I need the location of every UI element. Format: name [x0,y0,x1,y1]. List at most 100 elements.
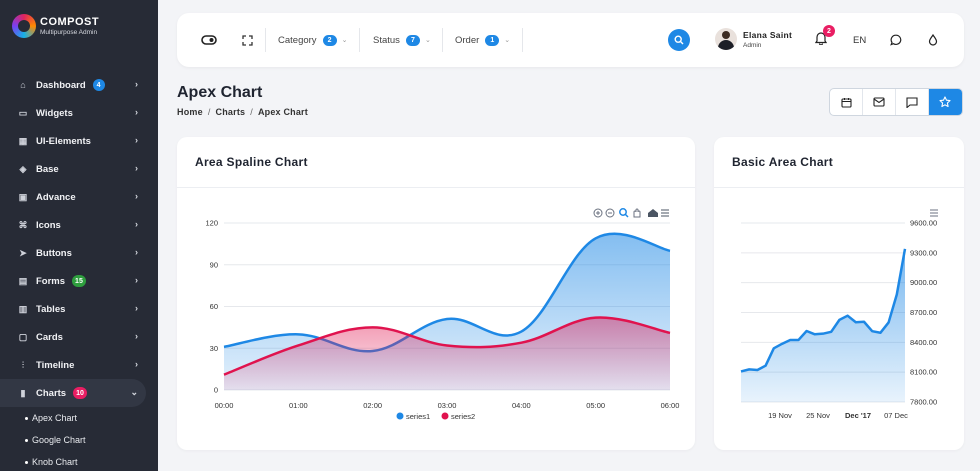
sidebar-item-buttons[interactable]: ➤ Buttons › [0,239,158,267]
x-tick-label: 02:00 [363,401,382,410]
sidebar-item-label: Dashboard [36,79,86,91]
user-name: Elana Saint [743,29,793,40]
x-tick-label: 06:00 [661,401,680,410]
x-tick-label: 03:00 [438,401,457,410]
fullscreen-icon[interactable] [239,13,255,67]
chevron-right-icon: › [135,247,138,257]
y-tick-label: 9000.00 [910,278,937,287]
sidebar-badge: 15 [72,275,86,287]
sidebar-item-label: Tables [36,303,66,315]
sliders-icon: ⫶ [21,359,25,370]
series-area [741,248,905,402]
cube-icon: ◈ [19,163,27,174]
series-2-line [223,316,671,376]
y-tick-label: 9600.00 [910,219,937,228]
sidebar-item-icons[interactable]: ⌘ Icons › [0,211,158,239]
sidebar-item-charts[interactable]: ▮ Charts 10 ⌄ [0,379,146,407]
page-title: Apex Chart [177,84,263,101]
sidebar-item-widgets[interactable]: ▭ Widgets › [0,99,158,127]
chart-legend: series1 series2 [396,412,475,421]
zoom-in-icon [593,208,603,218]
area-spline-card: Area Spaline Chart 0 30 60 90 120 00:00 01:00 0… [177,137,695,450]
home-icon: ⌂ [20,80,26,90]
sidebar-item-label: Timeline [36,359,75,371]
basic-area-chart: 7800.00 8100.00 8400.00 8700.00 9000.00 9300.… [740,209,938,420]
star-icon [939,96,952,108]
bar-chart-icon: ▮ [20,387,26,398]
sidebar-item-base[interactable]: ◈ Base › [0,155,158,183]
y-tick-label: 30 [210,344,218,353]
chevron-right-icon: › [135,219,138,229]
filter-status[interactable]: Status 7 ⌄ [373,13,431,67]
sidebar-subitem-label: Google Chart [32,435,86,445]
sidebar: COMPOST Multipurpose Admin ⌂ Dashboard 4 › ▭… [0,0,158,471]
y-tick-label: 7800.00 [910,398,937,407]
topbar: Category 2 ⌄ Status 7 ⌄ Order 1 ⌄ Elana Saint Ad… [177,13,964,67]
sidebar-subitem-apex-chart[interactable]: Apex Chart [0,407,158,429]
chevron-right-icon: › [135,331,138,341]
filter-order[interactable]: Order 1 ⌄ [455,13,510,67]
sidebar-item-label: Advance [36,191,76,203]
theme-icon[interactable] [925,13,941,67]
pan-icon [633,208,641,218]
series-line [740,248,907,373]
calendar-icon [840,97,852,108]
message-icon [906,96,918,108]
sidebar-item-timeline[interactable]: ⫶ Timeline › [0,351,158,379]
search-button[interactable] [668,29,690,51]
y-tick-label: 0 [214,386,218,395]
brand-subtitle: Multipurpose Admin [40,29,98,36]
table-icon: ▥ [18,303,28,314]
series-1-line [223,232,671,353]
chat-icon[interactable] [888,13,904,67]
sidebar-item-ui-elements[interactable]: ▦ UI-Elements › [0,127,158,155]
sidebar-nav: ⌂ Dashboard 4 › ▭ Widgets › ▦ UI-Elements › ◈ Base ›… [0,71,158,471]
sidebar-subitem-google-chart[interactable]: Google Chart [0,429,158,451]
chevron-right-icon: › [135,275,138,285]
search-icon [674,35,684,45]
sidebar-item-label: Widgets [36,107,73,119]
sidebar-item-forms[interactable]: ▤ Forms 15 › [0,267,158,295]
grid-icon: ▦ [18,135,28,146]
legend-marker [396,412,404,420]
sidebar-item-dashboard[interactable]: ⌂ Dashboard 4 › [0,71,158,99]
breadcrumb-home[interactable]: Home [177,107,203,117]
language-selector[interactable]: EN [853,34,867,46]
home-icon [648,209,658,217]
y-tick-label: 9300.00 [910,248,937,257]
mail-button[interactable] [863,89,896,115]
sidebar-item-advance[interactable]: ▣ Advance › [0,183,158,211]
x-tick-label: 05:00 [586,401,605,410]
brand[interactable]: COMPOST Multipurpose Admin [12,14,99,38]
x-tick-label: Dec '17 [845,411,871,420]
area-spline-chart: 0 30 60 90 120 00:00 01:00 02:00 03:00 04:00 05:00… [205,208,680,421]
y-tick-label: 8400.00 [910,338,937,347]
filter-label: Order [455,34,480,46]
sidebar-subitem-knob-chart[interactable]: Knob Chart [0,451,158,471]
calendar-button[interactable] [830,89,863,115]
legend-label: series1 [406,412,430,421]
notification-button[interactable]: 2 [814,25,835,49]
x-tick-label: 07 Dec [884,411,908,420]
sidebar-item-cards[interactable]: ▢ Cards › [0,323,158,351]
breadcrumb-charts[interactable]: Charts [215,107,246,117]
toggle-icon[interactable] [199,13,219,67]
user-menu[interactable]: Elana Saint Admin [715,28,792,50]
sidebar-subitem-label: Knob Chart [32,457,78,467]
monitor-icon: ▭ [18,107,28,118]
bullet-icon [25,460,28,464]
menu-icon [661,209,669,217]
message-button[interactable] [896,89,929,115]
menu-icon [930,209,938,217]
series-2-area [224,317,670,390]
sidebar-item-tables[interactable]: ▥ Tables › [0,295,158,323]
sidebar-item-label: UI-Elements [36,135,91,147]
chevron-right-icon: › [135,79,138,89]
filter-category[interactable]: Category 2 ⌄ [278,13,347,67]
favorite-button[interactable] [929,89,962,115]
folder-icon: ▣ [18,191,28,202]
zoom-out-icon [605,208,615,218]
filter-label: Status [373,34,400,46]
page-actions [829,88,963,116]
chevron-down-icon: ⌄ [341,37,348,44]
